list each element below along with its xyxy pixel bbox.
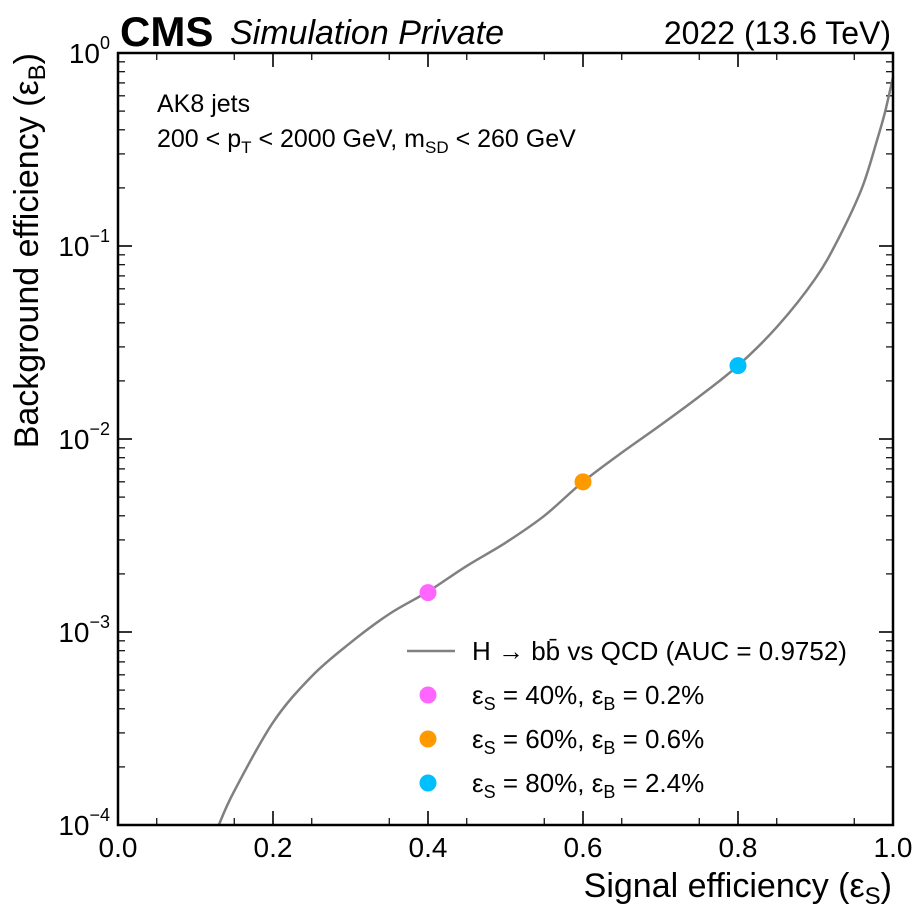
working-point-marker bbox=[729, 357, 747, 375]
lumi-label: 2022 (13.6 TeV) bbox=[664, 15, 891, 51]
legend-marker-swatch bbox=[419, 774, 437, 792]
x-tick-label: 1.0 bbox=[874, 832, 913, 863]
x-tick-label: 0.2 bbox=[254, 832, 293, 863]
legend: H → bb̄ vs QCD (AUC = 0.9752) εS = 40%, ε… bbox=[407, 636, 847, 802]
jet-type-annotation: AK8 jets bbox=[157, 90, 250, 118]
status-label: Simulation Private bbox=[230, 14, 504, 52]
y-tick-labels: 10−4 10−3 10−2 10−1 100 bbox=[58, 33, 110, 841]
legend-working-point-label: εS = 60%, εB = 0.6% bbox=[472, 724, 704, 758]
y-tick-label: 10−2 bbox=[58, 419, 110, 455]
x-tick-label: 0.4 bbox=[409, 832, 448, 863]
working-point-markers bbox=[419, 357, 747, 602]
roc-curve-line bbox=[217, 76, 895, 826]
plot-frame bbox=[116, 51, 895, 827]
y-axis-title: Background efficiency (εB) bbox=[8, 53, 51, 448]
legend-marker-swatch bbox=[419, 730, 437, 748]
x-axis-title: Signal efficiency (εS) bbox=[584, 867, 892, 910]
legend-working-point-label: εS = 40%, εB = 0.2% bbox=[472, 680, 704, 714]
x-tick-label: 0.8 bbox=[719, 832, 758, 863]
y-tick-label: 10−1 bbox=[58, 226, 110, 262]
legend-working-point-label: εS = 80%, εB = 2.4% bbox=[472, 768, 704, 802]
legend-series-label: H → bb̄ vs QCD (AUC = 0.9752) bbox=[472, 636, 847, 666]
selection-annotation: 200 < pT < 2000 GeV, mSD < 260 GeV bbox=[157, 125, 576, 157]
y-tick-label: 10−3 bbox=[58, 612, 110, 648]
working-point-marker bbox=[419, 584, 437, 602]
legend-marker-swatch bbox=[419, 686, 437, 704]
x-tick-label: 0.6 bbox=[564, 832, 603, 863]
working-point-marker bbox=[574, 473, 592, 491]
y-tick-label: 100 bbox=[69, 33, 110, 69]
x-tick-labels: 0.0 0.2 0.4 0.6 0.8 1.0 bbox=[99, 832, 913, 863]
experiment-label: CMS bbox=[120, 8, 213, 55]
y-tick-label: 10−4 bbox=[58, 805, 110, 841]
x-tick-label: 0.0 bbox=[99, 832, 138, 863]
